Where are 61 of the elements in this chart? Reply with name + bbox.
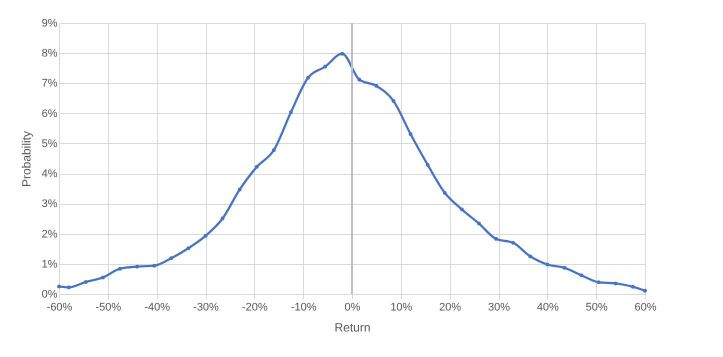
x-tick-label: 60% — [634, 302, 657, 314]
y-tick-label: 2% — [42, 228, 58, 240]
y-tick-label: 3% — [42, 198, 58, 210]
point — [118, 266, 122, 271]
point — [306, 76, 310, 80]
point — [135, 264, 140, 268]
point — [220, 216, 224, 220]
x-tick-label: -30% — [193, 302, 220, 314]
x-tick-label: -40% — [144, 302, 170, 314]
point — [289, 110, 293, 114]
point — [169, 256, 174, 260]
point — [204, 234, 208, 238]
point — [580, 273, 584, 278]
point — [528, 254, 532, 258]
x-tick-label: -10% — [290, 302, 317, 314]
point — [186, 246, 190, 250]
point — [460, 208, 464, 212]
y-axis-title: Probability — [20, 130, 34, 188]
point — [408, 132, 412, 136]
y-tick-label: 5% — [42, 138, 58, 150]
point — [57, 284, 61, 288]
point — [101, 276, 105, 280]
point — [340, 52, 344, 56]
point — [323, 64, 328, 69]
point — [357, 78, 362, 82]
point — [238, 188, 242, 192]
point — [630, 284, 635, 289]
y-tick-label: 7% — [42, 78, 58, 90]
point — [392, 99, 396, 103]
y-tick-label: 1% — [42, 258, 58, 270]
point — [84, 280, 88, 284]
point — [374, 84, 378, 88]
x-tick-label: -60% — [46, 302, 73, 314]
point — [596, 280, 600, 284]
x-tick-label: -20% — [242, 302, 268, 314]
point — [494, 237, 498, 241]
point — [66, 286, 71, 290]
point — [152, 264, 156, 268]
y-tick-label: 8% — [42, 48, 58, 60]
x-tick-label: 20% — [439, 302, 462, 314]
x-tick-label: 10% — [390, 302, 413, 314]
point — [272, 148, 276, 152]
x-tick-label: 50% — [586, 302, 608, 314]
point — [614, 282, 618, 286]
point — [643, 288, 647, 293]
x-axis-title: Return — [334, 320, 371, 334]
y-tick-label: 6% — [42, 108, 58, 120]
x-tick-label: 30% — [488, 302, 510, 314]
point — [254, 165, 259, 169]
point — [545, 262, 550, 266]
point — [562, 266, 566, 270]
y-tick-label: 0% — [42, 288, 58, 300]
x-tick-label: 40% — [536, 302, 560, 314]
x-tick-label: -50% — [95, 302, 122, 314]
point — [511, 240, 516, 245]
point — [426, 162, 430, 167]
x-tick-label: 0% — [344, 302, 361, 314]
y-tick-label: 9% — [42, 18, 58, 30]
point — [477, 222, 481, 226]
y-tick-label: 4% — [42, 168, 58, 180]
point — [442, 190, 447, 195]
